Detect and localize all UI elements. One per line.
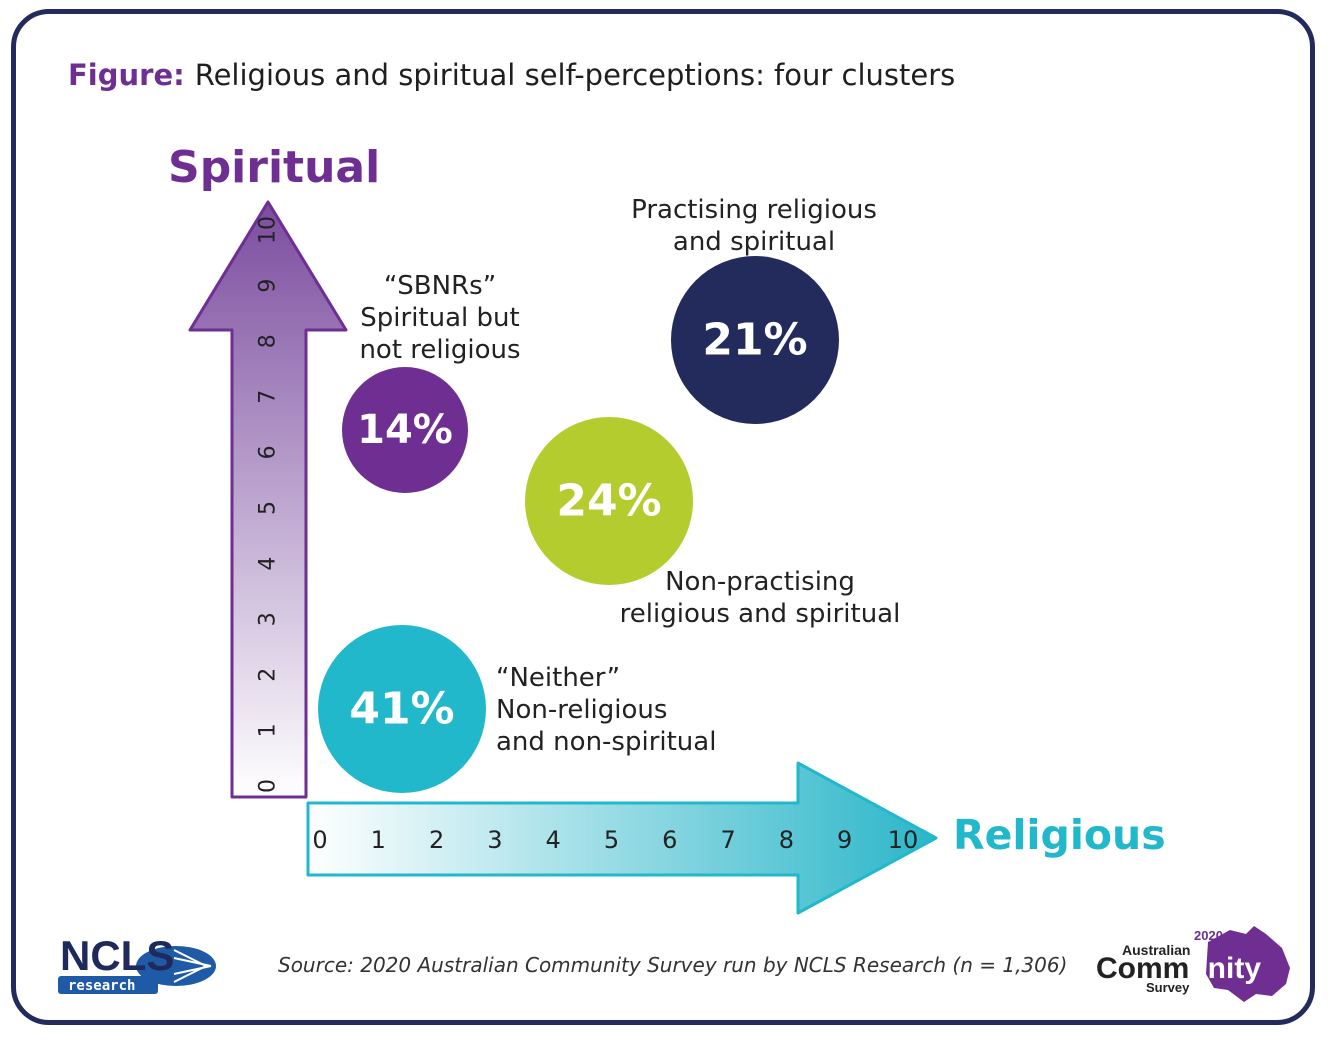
australian-community-survey-logo: 2020 Australian Community Survey [1096,926,1290,1002]
cluster-value-label: 14% [357,407,453,453]
y-axis-arrow [188,200,348,799]
y-tick-label: 5 [256,501,281,515]
y-tick-label: 10 [256,216,281,244]
figure-frame [11,9,1315,1025]
acs-logo-line2b: unity [1189,952,1261,985]
cluster-value-label: 24% [556,476,661,527]
cluster-label-line: Non-practising [665,567,855,597]
x-tick-label: 3 [487,826,502,854]
y-tick-label: 7 [256,390,281,404]
x-axis-title: Religious [953,811,1166,859]
cluster-value-label: 41% [349,684,454,735]
cluster-bubble [525,417,693,585]
y-tick-label: 2 [256,668,281,682]
cluster-bubble [318,625,486,793]
cluster-label-line: and non-spiritual [496,727,717,757]
x-tick-label: 6 [662,826,677,854]
x-axis-arrow [306,761,938,915]
acs-logo-line1: Australian [1122,942,1190,958]
y-tick-label: 0 [256,779,281,793]
cluster-label-line: religious and spiritual [619,599,901,629]
ncls-logo-sub: research [68,978,135,994]
cluster-label-non-practising: Non-practising religious and spiritual [610,566,910,630]
x-tick-labels: 0 1 2 3 4 5 6 7 8 9 10 [312,826,918,854]
acs-logo-line3: Survey [1146,980,1190,995]
cluster-label-sbnr: “SBNRs” Spiritual but not religious [340,270,540,366]
cluster-label-line: Spiritual but [360,303,520,333]
cluster-label-line: and spiritual [672,227,836,257]
cluster-label-line: Practising religious [631,195,877,225]
cluster-value-label: 21% [702,315,807,366]
y-tick-label: 3 [256,612,281,626]
x-tick-label: 1 [371,826,386,854]
ncls-logo-word: NCLS [60,932,174,979]
x-tick-label: 7 [720,826,735,854]
cluster-label-neither: “Neither” Non-religious and non-spiritual [496,662,756,758]
cluster-label-line: Non-religious [496,695,668,725]
y-tick-label: 9 [256,279,281,293]
y-axis-title: Spiritual [168,142,381,193]
cluster-label-practising: Practising religious and spiritual [614,194,894,258]
figure-label: Figure: [68,58,185,92]
source-note: Source: 2020 Australian Community Survey… [278,953,1068,977]
cluster-bubble [342,367,468,493]
x-tick-label: 2 [429,826,444,854]
cluster-label-line: not religious [359,335,521,365]
x-tick-label: 0 [312,826,327,854]
y-tick-label: 4 [256,557,281,571]
y-tick-label: 6 [256,445,281,459]
svg-text:Community: Community [1096,952,1261,985]
y-tick-label: 1 [256,723,281,737]
x-tick-label: 9 [837,826,852,854]
acs-logo-year: 2020 [1194,928,1223,943]
cluster-bubble [671,256,839,424]
x-tick-label: 8 [779,826,794,854]
cluster-label-line: “SBNRs” [383,271,497,301]
y-tick-labels: 0 1 2 3 4 5 6 7 8 9 10 [256,216,281,793]
x-tick-label: 4 [546,826,561,854]
figure-title: Figure: Religious and spiritual self-perc… [68,58,955,92]
x-tick-label: 10 [888,826,919,854]
ncls-research-logo: NCLS research [58,932,216,994]
acs-logo-line2a: Comm [1096,952,1189,985]
x-tick-label: 5 [604,826,619,854]
figure-title-text: Religious and spiritual self-perceptions… [194,58,956,92]
cluster-bubbles: 14% 21% 24% 41% [318,256,839,793]
cluster-label-line: “Neither” [496,663,621,693]
y-tick-label: 8 [256,334,281,348]
